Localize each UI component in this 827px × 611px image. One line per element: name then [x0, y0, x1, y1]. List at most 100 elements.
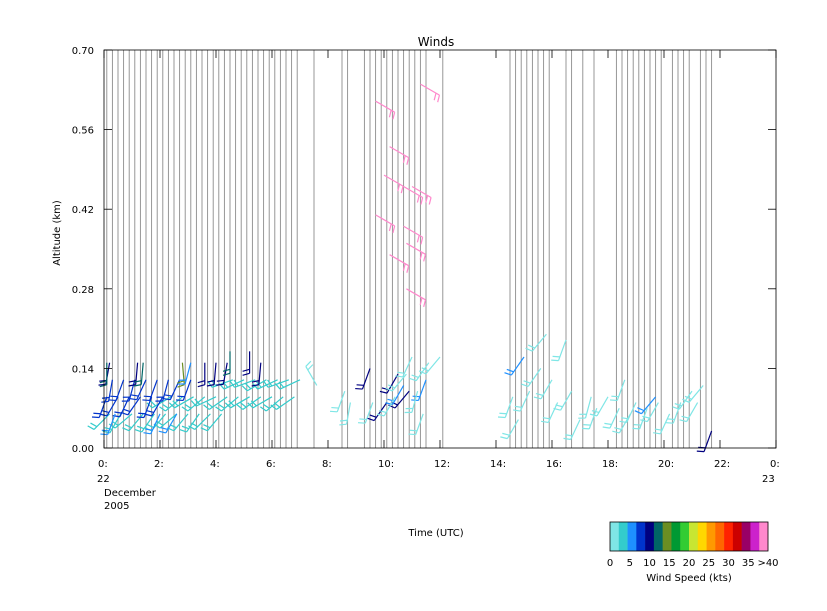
wind-barb	[215, 396, 239, 412]
wind-barb	[121, 379, 136, 402]
wind-barb	[376, 396, 396, 417]
wind-barb	[222, 351, 231, 376]
wind-barb	[175, 379, 192, 402]
x-axis-label: Time (UTC)	[407, 528, 463, 539]
wind-barb	[533, 379, 553, 400]
wind-barb	[609, 379, 626, 402]
wind-barb	[403, 185, 424, 205]
x-tick-label: 22:	[714, 459, 730, 470]
wind-barb	[129, 379, 147, 401]
y-tick-label: 0.00	[72, 444, 94, 455]
wind-barb	[181, 396, 206, 412]
wind-barb	[329, 390, 346, 413]
wind-barb	[389, 146, 410, 165]
wind-barb	[263, 379, 290, 388]
colorbar-swatch	[610, 522, 620, 551]
wind-barb	[395, 356, 413, 378]
wind-barb	[406, 288, 427, 308]
colorbar-swatch	[662, 522, 672, 551]
chart-title: Winds	[418, 35, 454, 49]
month-label: December	[104, 488, 157, 499]
wind-barb	[305, 360, 318, 386]
wind-barb	[551, 339, 567, 362]
wind-barb	[142, 379, 158, 402]
wind-barb	[379, 373, 399, 394]
x-tick-label: 16:	[546, 459, 562, 470]
colorbar-tick-label: 20	[683, 558, 696, 569]
wind-barb	[242, 351, 251, 376]
wind-barb	[155, 379, 169, 402]
colorbar-tick-label: 0	[607, 558, 613, 569]
wind-barb	[87, 413, 111, 430]
colorbar-swatch	[741, 522, 751, 551]
colorbar-tick-label: 15	[663, 558, 676, 569]
wind-barb	[179, 413, 200, 433]
x-tick-label: 12:	[434, 459, 450, 470]
colorbar-swatch	[750, 522, 760, 551]
x-tick-label: 10:	[378, 459, 394, 470]
y-tick-label: 0.56	[72, 126, 94, 137]
colorbar-swatch	[636, 522, 646, 551]
colorbar-swatch	[732, 522, 742, 551]
colorbar-tick-label: 5	[627, 558, 633, 569]
wind-barb	[188, 413, 211, 430]
y-tick-label: 0.14	[72, 364, 94, 375]
x-tick-label: 8:	[322, 459, 332, 470]
wind-barb	[541, 402, 559, 424]
y-axis-label: Altitude (km)	[52, 200, 63, 266]
colorbar-title: Wind Speed (kts)	[646, 573, 732, 584]
wind-barbs	[87, 83, 713, 453]
wind-barb	[190, 396, 217, 407]
x-tick-label: 20:	[658, 459, 674, 470]
wind-barb	[504, 356, 525, 376]
wind-barb	[158, 413, 178, 434]
colorbar-swatch	[697, 522, 707, 551]
wind-barb	[274, 379, 301, 390]
x-tick-label: 0:	[770, 459, 780, 470]
colorbar-swatch	[618, 522, 628, 551]
wind-barb	[383, 174, 404, 194]
wind-barb	[176, 362, 185, 388]
colorbar-tick-label: 10	[643, 558, 656, 569]
end-day-label: 23	[762, 474, 775, 485]
y-tick-label: 0.28	[72, 285, 94, 296]
wind-barb	[339, 402, 351, 426]
year-label: 2005	[104, 501, 129, 512]
wind-barb	[203, 396, 228, 410]
colorbar-swatch	[627, 522, 637, 551]
wind-barb	[696, 430, 713, 453]
y-axis: 0.00 0.14 0.28 0.42 0.56 0.70	[72, 46, 776, 455]
wind-barb	[143, 413, 161, 435]
wind-barb	[679, 402, 699, 423]
profile-time-lines	[106, 50, 713, 448]
wind-barb	[602, 407, 620, 429]
wind-barb	[355, 368, 371, 390]
wind-barb	[100, 413, 116, 436]
wind-barb	[640, 402, 659, 423]
wind-barb	[99, 362, 108, 388]
plot-frame	[103, 49, 777, 449]
wind-barb	[411, 185, 432, 205]
wind-barb	[270, 396, 295, 410]
wind-barb	[247, 396, 273, 409]
x-tick-label: 4:	[210, 459, 220, 470]
wind-barb	[229, 379, 256, 388]
wind-barb	[101, 379, 113, 403]
wind-barb	[108, 379, 125, 402]
wind-barb	[159, 396, 183, 412]
wind-barb	[404, 390, 419, 414]
wind-barb	[513, 390, 531, 412]
start-day-label: 22	[97, 474, 110, 485]
wind-barb	[357, 402, 374, 424]
wind-barb	[403, 225, 424, 245]
wind-barb	[375, 100, 396, 120]
wind-barb	[206, 362, 217, 387]
wind-barb	[224, 396, 250, 409]
wind-barb	[619, 402, 637, 424]
wind-barb	[251, 362, 262, 387]
wind-barb	[521, 368, 542, 387]
colorbar-swatch	[759, 522, 769, 551]
wind-barb	[632, 407, 648, 430]
colorbar-swatch	[706, 522, 716, 551]
x-tick-label: 6:	[266, 459, 276, 470]
